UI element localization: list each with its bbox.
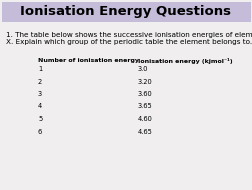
FancyBboxPatch shape	[2, 2, 250, 22]
Text: 6: 6	[38, 128, 42, 135]
Text: Ionisation Energy Questions: Ionisation Energy Questions	[20, 6, 231, 18]
Text: X. Explain which group of the periodic table the element belongs to.: X. Explain which group of the periodic t…	[6, 39, 251, 45]
Text: 4.65: 4.65	[137, 128, 152, 135]
Text: 3.0: 3.0	[137, 66, 148, 72]
Text: 3: 3	[38, 91, 42, 97]
Text: 2: 2	[38, 78, 42, 85]
Text: 5: 5	[38, 116, 42, 122]
Text: 4.60: 4.60	[137, 116, 152, 122]
Text: 3.20: 3.20	[137, 78, 152, 85]
Text: 4: 4	[38, 104, 42, 109]
Text: 1: 1	[38, 66, 42, 72]
Text: 1. The table below shows the successive ionisation energies of element: 1. The table below shows the successive …	[6, 32, 252, 38]
Text: Number of ionisation energy: Number of ionisation energy	[38, 58, 138, 63]
Text: 3.65: 3.65	[137, 104, 152, 109]
Text: Ionisation energy (kjmol⁻¹): Ionisation energy (kjmol⁻¹)	[137, 58, 232, 64]
Text: 3.60: 3.60	[137, 91, 152, 97]
